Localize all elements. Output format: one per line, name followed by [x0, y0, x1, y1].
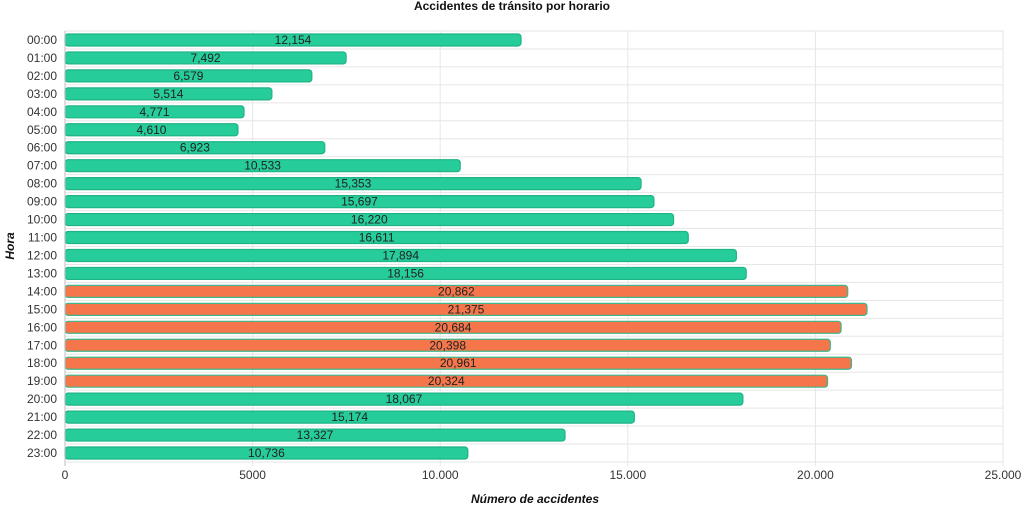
value-label: 12,154 [275, 33, 312, 47]
y-tick-label: 10:00 [27, 213, 57, 227]
value-label: 21,375 [448, 302, 485, 316]
value-label: 16,611 [359, 231, 395, 245]
y-axis-title: Hora [3, 232, 17, 260]
x-tick-label: 5000 [239, 468, 266, 482]
y-tick-label: 08:00 [27, 177, 57, 191]
bars [64, 33, 868, 460]
x-tick-label: 15.000 [609, 468, 646, 482]
y-tick-label: 07:00 [27, 159, 57, 173]
y-tick-label: 02:00 [27, 69, 57, 83]
y-tick-label: 17:00 [27, 338, 57, 352]
axis-ticks: 0 5000 10.000 15.000 20.000 25.000 00:00 01:00 0… [27, 31, 1022, 482]
y-tick-label: 16:00 [27, 320, 57, 334]
y-tick-label: 04:00 [27, 105, 57, 119]
value-label: 13,327 [297, 428, 334, 442]
chart-title: Accidentes de tránsito por horario [414, 0, 610, 13]
y-tick-label: 05:00 [27, 123, 57, 137]
x-tick-label: 0 [62, 468, 69, 482]
value-label: 7,492 [191, 51, 221, 65]
value-labels: 12,154 7,492 6,579 5,514 4,771 4,610 6,923 10,5… [136, 33, 484, 460]
grid-lines [64, 30, 1004, 466]
value-label: 15,697 [341, 195, 378, 209]
value-label: 20,684 [435, 320, 472, 334]
x-tick-label: 25.000 [985, 468, 1022, 482]
y-tick-label: 01:00 [27, 51, 57, 65]
value-label: 18,067 [386, 392, 423, 406]
value-label: 15,174 [331, 410, 368, 424]
value-label: 20,961 [440, 356, 477, 370]
value-label: 10,736 [248, 446, 285, 460]
y-tick-label: 20:00 [27, 392, 57, 406]
value-label: 17,894 [382, 248, 419, 262]
value-label: 4,771 [139, 105, 169, 119]
value-label: 20,398 [429, 338, 466, 352]
y-tick-label: 00:00 [27, 33, 57, 47]
value-label: 15,353 [335, 177, 372, 191]
y-tick-label: 19:00 [27, 374, 57, 388]
value-label: 16,220 [351, 213, 388, 227]
x-tick-label: 20.000 [797, 468, 834, 482]
value-label: 6,923 [180, 141, 210, 155]
y-tick-label: 21:00 [27, 410, 57, 424]
value-label: 6,579 [173, 69, 203, 83]
y-tick-label: 09:00 [27, 195, 57, 209]
y-tick-label: 15:00 [27, 302, 57, 316]
y-tick-label: 03:00 [27, 87, 57, 101]
y-tick-label: 23:00 [27, 446, 57, 460]
y-tick-label: 14:00 [27, 284, 57, 298]
value-label: 18,156 [387, 266, 424, 280]
value-label: 10,533 [244, 159, 281, 173]
value-label: 5,514 [153, 87, 183, 101]
y-tick-label: 18:00 [27, 356, 57, 370]
value-label: 4,610 [136, 123, 166, 137]
y-tick-label: 12:00 [27, 248, 57, 262]
y-tick-label: 22:00 [27, 428, 57, 442]
x-tick-label: 10.000 [422, 468, 459, 482]
value-label: 20,862 [438, 284, 475, 298]
y-tick-label: 06:00 [27, 141, 57, 155]
value-label: 20,324 [428, 374, 465, 388]
x-axis-title: Número de accidentes [471, 492, 599, 506]
y-tick-label: 11:00 [28, 231, 57, 245]
y-tick-label: 13:00 [27, 266, 57, 280]
